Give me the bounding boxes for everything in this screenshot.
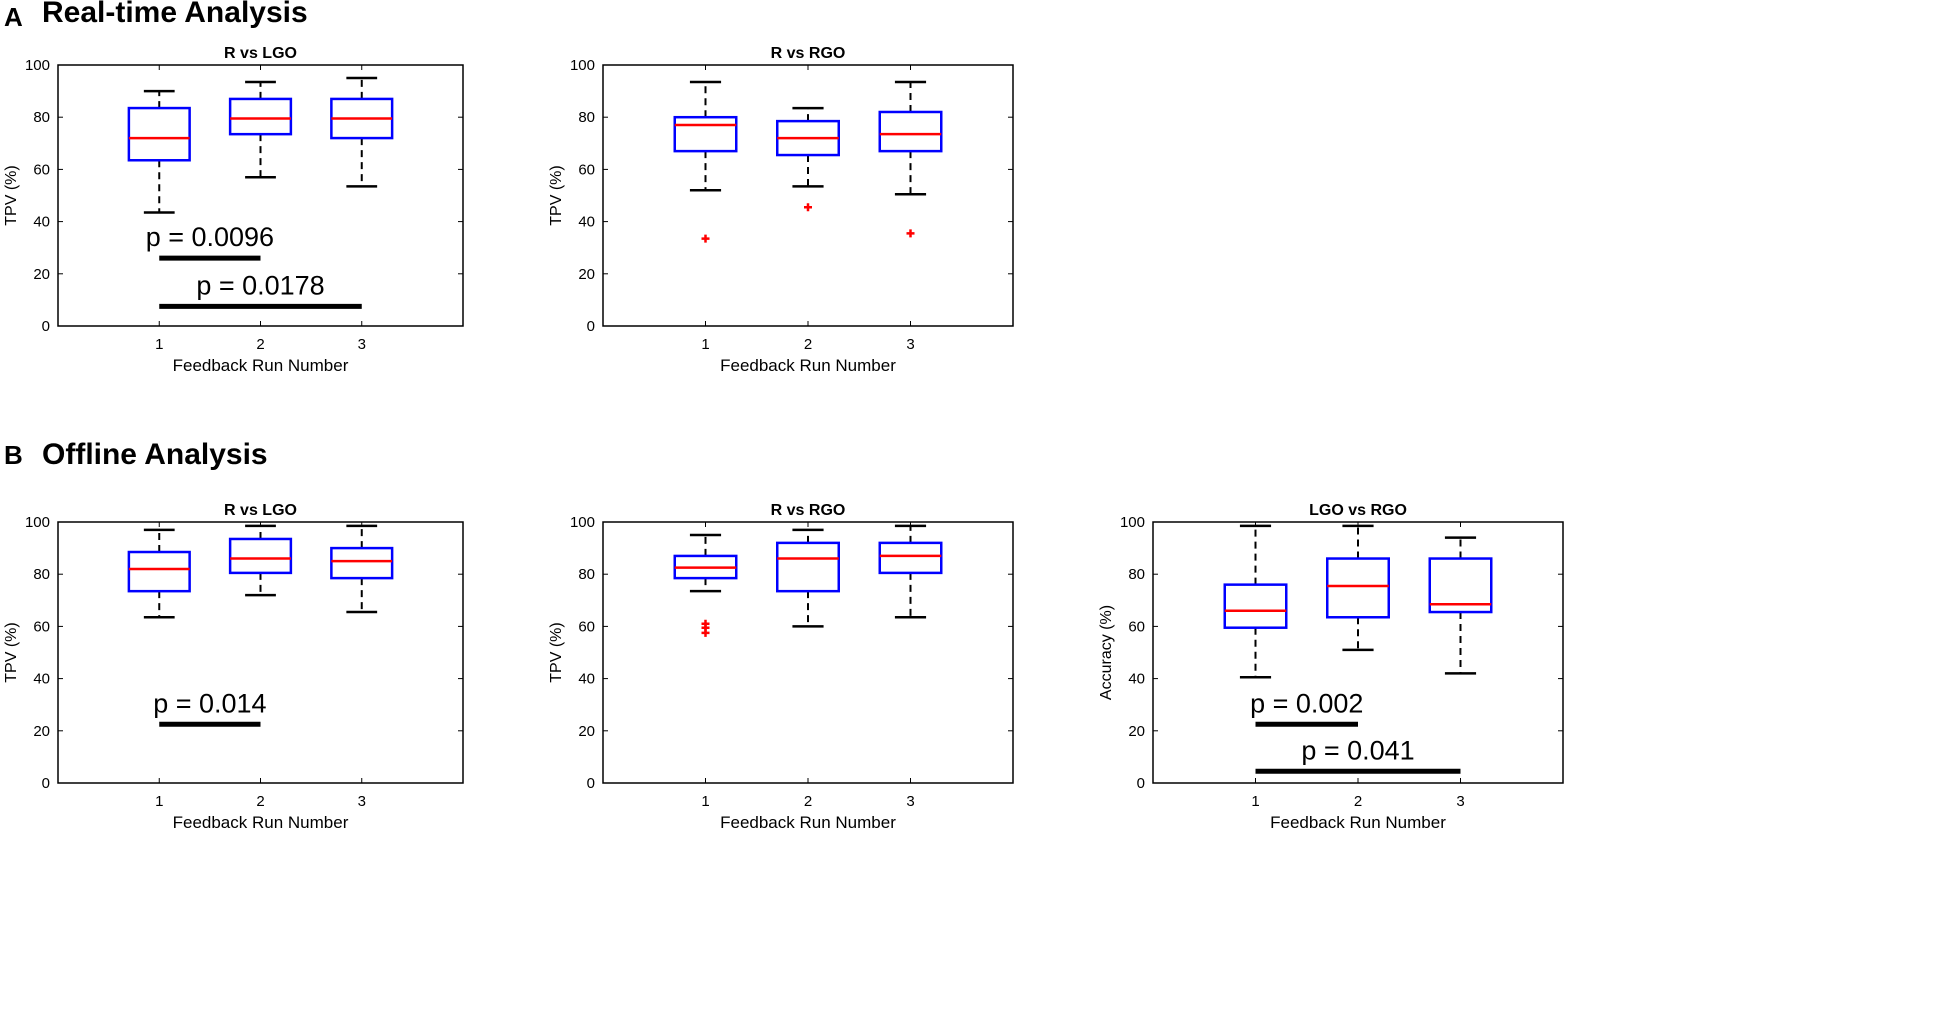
- panel-1-xlabel: Feedback Run Number: [173, 356, 349, 375]
- panel-3-xtick-label-2: 2: [256, 793, 264, 810]
- panel-4-ytick-label-80: 80: [578, 566, 595, 583]
- panel-5-ylabel: Accuracy (%): [1098, 605, 1115, 700]
- panel-2-box-3-outlier-1: [906, 229, 915, 238]
- panel-2-axes-frame: [602, 64, 1014, 327]
- panel-5-box-1-iqr-box: [1223, 583, 1288, 629]
- panel-5-ytick-label-60: 60: [1128, 618, 1145, 635]
- panel-4-xtick-label-3: 3: [906, 793, 914, 810]
- panel-1-xtick-label-2: 2: [256, 336, 264, 353]
- panel-3-ytick-label-20: 20: [33, 723, 50, 740]
- panel-2-ytick-label-100: 100: [570, 57, 595, 74]
- panel-1-box-2-iqr-box: [228, 97, 293, 136]
- panel-5-xlabel: Feedback Run Number: [1270, 813, 1446, 832]
- panel-2-ytick-label-40: 40: [578, 214, 595, 231]
- panel-3-title: R vs LGO: [224, 502, 297, 519]
- panel-3-ytick-label-80: 80: [33, 566, 50, 583]
- panel-5-xtick-label-3: 3: [1456, 793, 1464, 810]
- panel-5-box-2-iqr-box: [1326, 557, 1390, 619]
- panel-4-xtick-label-1: 1: [701, 793, 709, 810]
- panel-2-title: R vs RGO: [771, 45, 846, 62]
- panel-3-xlabel: Feedback Run Number: [173, 813, 349, 832]
- panel-2-box-3-iqr-box: [878, 110, 943, 153]
- panel-1-ytick-label-0: 0: [42, 318, 50, 335]
- panel-1-significance-label-1: p = 0.0096: [146, 222, 274, 252]
- panel-2-box-2-outlier-1: [804, 203, 812, 212]
- panel-5-title: LGO vs RGO: [1309, 502, 1407, 519]
- section-title-offline: Offline Analysis: [42, 438, 268, 471]
- panel-3-box-3-iqr-box: [330, 546, 394, 580]
- panel-2-ylabel: TPV (%): [548, 165, 565, 225]
- panel-3-ytick-label-60: 60: [33, 618, 50, 635]
- panel-2-ytick-label-20: 20: [578, 266, 595, 283]
- section-letter-a: A: [4, 2, 23, 32]
- panel-3-ytick-label-0: 0: [42, 775, 50, 792]
- panel-2-ytick-label-80: 80: [578, 109, 595, 126]
- panel-3-box-2-iqr-box: [228, 537, 293, 575]
- panel-2-xtick-label-3: 3: [906, 336, 914, 353]
- panel-5-box-3-iqr-box: [1428, 557, 1493, 614]
- panel-5-ytick-label-40: 40: [1128, 671, 1145, 688]
- panel-5-xtick-label-2: 2: [1354, 793, 1362, 810]
- panel-2-xtick-label-2: 2: [804, 336, 812, 353]
- panel-3-xtick-label-3: 3: [358, 793, 366, 810]
- panel-3-ytick-label-40: 40: [33, 671, 50, 688]
- panel-4-ytick-label-40: 40: [578, 671, 595, 688]
- panel-2-box-1-outlier-1: [701, 234, 710, 243]
- panel-1-ylabel: TPV (%): [3, 165, 20, 225]
- panel-3-axes-frame: [57, 521, 464, 784]
- panel-2-ytick-label-0: 0: [587, 318, 595, 335]
- section-title-realtime: Real-time Analysis: [42, 0, 308, 29]
- panel-3-box-1-iqr-box: [127, 550, 191, 593]
- panel-5-ytick-label-0: 0: [1137, 775, 1145, 792]
- panel-4-box-1-outlier-3: [701, 628, 710, 637]
- panel-4-ytick-label-100: 100: [570, 514, 595, 531]
- panel-4-axes-frame: [602, 521, 1014, 784]
- panel-3-ytick-label-100: 100: [25, 514, 50, 531]
- panel-5-ytick-label-80: 80: [1128, 566, 1145, 583]
- panel-5-significance-label-2: p = 0.041: [1301, 735, 1414, 765]
- panel-4-ytick-label-0: 0: [587, 775, 595, 792]
- panel-3-xtick-label-1: 1: [155, 793, 163, 810]
- section-letter-b: B: [4, 440, 23, 470]
- panel-1-ytick-label-100: 100: [25, 57, 50, 74]
- panel-4-ytick-label-20: 20: [578, 723, 595, 740]
- panel-4-xlabel: Feedback Run Number: [720, 813, 896, 832]
- panel-2-ytick-label-60: 60: [578, 161, 595, 178]
- panel-1-significance-label-2: p = 0.0178: [196, 270, 324, 300]
- panel-2-box-1-iqr-box: [673, 115, 738, 153]
- panel-4-box-2-iqr-box: [776, 541, 840, 593]
- panel-2-xtick-label-1: 1: [701, 336, 709, 353]
- panel-4-ytick-label-60: 60: [578, 618, 595, 635]
- panel-1-ytick-label-40: 40: [33, 214, 50, 231]
- panel-1-ytick-label-60: 60: [33, 161, 50, 178]
- panel-5-ytick-label-100: 100: [1120, 514, 1145, 531]
- panel-2-xlabel: Feedback Run Number: [720, 356, 896, 375]
- panel-5-ytick-label-20: 20: [1128, 723, 1145, 740]
- panel-1-box-1-iqr-box: [127, 106, 191, 162]
- panel-1-xtick-label-1: 1: [155, 336, 163, 353]
- panel-3-ylabel: TPV (%): [3, 622, 20, 682]
- panel-5-significance-label-1: p = 0.002: [1250, 688, 1363, 718]
- panel-4-title: R vs RGO: [771, 502, 846, 519]
- panel-5-xtick-label-1: 1: [1251, 793, 1259, 810]
- panel-1-xtick-label-3: 3: [358, 336, 366, 353]
- panel-4-ylabel: TPV (%): [548, 622, 565, 682]
- panel-1-ytick-label-80: 80: [33, 109, 50, 126]
- panel-1-title: R vs LGO: [224, 45, 297, 62]
- panel-1-ytick-label-20: 20: [33, 266, 50, 283]
- panel-3-significance-label-1: p = 0.014: [153, 688, 266, 718]
- panel-4-xtick-label-2: 2: [804, 793, 812, 810]
- panel-4-box-3-iqr-box: [878, 541, 943, 575]
